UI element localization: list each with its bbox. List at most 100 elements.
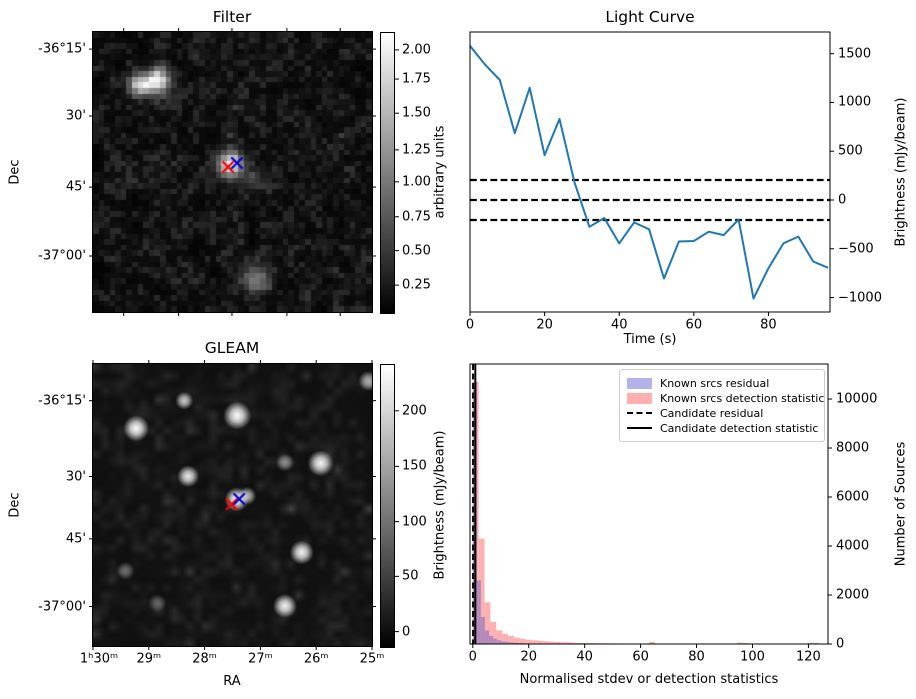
histogram-bar-residual (521, 643, 526, 644)
colorbar-tick-label: 200 (402, 403, 427, 419)
colorbar-tick-label: 0.50 (402, 243, 431, 259)
histogram-bar-residual (517, 643, 522, 644)
histogram-bar-detstat (572, 642, 579, 644)
histogram-ylabel: Number of Sources (893, 441, 909, 567)
histogram-bar-detstat (607, 643, 614, 644)
colorbar-tick-label: 1.75 (402, 71, 431, 87)
histogram-bar-detstat (807, 642, 814, 644)
legend-label: Candidate residual (660, 406, 764, 420)
x-tick-label: 100 (740, 649, 765, 665)
known-detstat-swatch (627, 392, 652, 404)
colorbar-tick-label: 50 (402, 568, 419, 584)
y-tick-label: −500 (838, 241, 874, 257)
histogram-bar-detstat (484, 602, 491, 644)
gleam-ylabel: Dec (7, 492, 23, 518)
y-tick-label: 30' (65, 108, 86, 124)
gleam-colorbar (380, 364, 395, 648)
colorbar-tick-label: 150 (402, 458, 427, 474)
histogram-bar-detstat (549, 641, 556, 644)
y-tick-label: 6000 (836, 489, 870, 505)
legend-label: Candidate detection statistic (660, 421, 819, 435)
filter-title: Filter (212, 8, 252, 26)
histogram-bar-residual (484, 630, 490, 644)
legend-label: Known srcs detection statistic (660, 391, 825, 405)
histogram-bar-detstat (537, 640, 544, 644)
legend-label: Known srcs residual (660, 376, 770, 390)
histogram-bar-detstat (737, 642, 743, 644)
y-tick-label: 1500 (838, 46, 872, 62)
legend-item-known-residual: Known srcs residual (627, 376, 817, 390)
histogram-bar-detstat (596, 643, 603, 644)
gleam-title: GLEAM (204, 339, 260, 357)
y-tick-label: 8000 (836, 440, 870, 456)
histogram-xlabel: Normalised stdev or detection statistics (519, 672, 779, 687)
colorbar-tick-label: 1.25 (402, 142, 431, 158)
histogram-bar-detstat (531, 640, 538, 644)
y-tick-label: -37°00' (38, 599, 86, 615)
y-tick-label: 500 (838, 143, 863, 159)
histogram-bar-detstat (543, 641, 550, 644)
y-tick-label: 2000 (836, 587, 870, 603)
histogram-bar-detstat (472, 381, 479, 644)
y-tick-label: -36°15' (38, 393, 86, 409)
histogram-bar-detstat (508, 635, 514, 644)
histogram-bar-detstat (613, 643, 620, 644)
x-tick-label: 40 (610, 317, 628, 333)
histogram-bar-detstat (578, 642, 585, 644)
y-tick-label: 45' (65, 179, 86, 195)
legend-item-known-detstat: Known srcs detection statistic (627, 391, 824, 405)
light-curve-ylabel: Brightness (mJy/beam) (893, 97, 909, 247)
colorbar-tick-label: 0.75 (402, 209, 431, 225)
x-tick-label: 80 (760, 317, 777, 333)
filter-ylabel: Dec (7, 159, 23, 185)
histogram-bar-detstat (813, 642, 820, 644)
histogram-bar-residual (489, 635, 494, 644)
dashed-line-icon (627, 412, 652, 414)
histogram-bar-detstat (566, 642, 573, 644)
histogram-bar-detstat (502, 633, 509, 644)
x-tick-label: 20 (520, 649, 538, 665)
y-tick-label: -37°00' (38, 248, 86, 264)
histogram-bar-detstat (490, 621, 497, 644)
x-tick-label: 25ᵐ (359, 651, 385, 667)
colorbar-tick-label: 2.00 (402, 42, 431, 58)
histogram-bar-detstat (590, 643, 597, 644)
colorbar-tick-label: 100 (402, 514, 427, 530)
colorbar-tick-label: 1.00 (402, 174, 431, 190)
histogram-bar-detstat (555, 641, 561, 644)
x-tick-label: 60 (632, 649, 649, 665)
gleam-xlabel: RA (223, 674, 241, 689)
y-tick-label: 45' (65, 531, 86, 547)
x-tick-label: 0 (468, 649, 477, 665)
gleam-colorbar-label: Brightness (mJy/beam) (432, 430, 448, 580)
histogram-bar-detstat (478, 538, 485, 644)
histogram-bar-detstat (602, 643, 608, 644)
histogram-bar-residual (472, 381, 477, 644)
histogram-bar-residual (497, 640, 502, 644)
histogram-bar-detstat (560, 642, 567, 644)
x-tick-label: 27ᵐ (248, 651, 273, 667)
y-tick-label: -36°15' (38, 41, 86, 57)
axes-spine (469, 31, 831, 313)
x-tick-label: 40 (576, 649, 593, 665)
histogram-legend: Known srcs residual Known srcs detection… (619, 369, 825, 442)
colorbar-tick-label: 1.50 (402, 105, 431, 121)
histogram-bar-detstat (525, 639, 532, 644)
x-tick-label: 80 (688, 649, 705, 665)
x-tick-label: 20 (536, 317, 553, 333)
histogram-bar-residual (513, 642, 518, 644)
colorbar-tick-label: 0 (402, 624, 411, 640)
histogram-bar-detstat (742, 643, 749, 644)
histogram-bar-detstat (513, 637, 520, 644)
histogram-bar-detstat (649, 641, 655, 644)
light-curve-line (469, 45, 829, 300)
histogram-bar-detstat (519, 638, 526, 644)
x-tick-label: 120 (796, 649, 821, 665)
x-tick-label: 26ᵐ (303, 651, 329, 667)
x-tick-label: 1ʰ30ᵐ (79, 651, 119, 667)
x-tick-label: 0 (465, 317, 475, 333)
y-tick-label: 0 (838, 192, 847, 208)
histogram-bar-residual (501, 641, 506, 644)
histogram-bar-residual (509, 642, 514, 644)
filter-colorbar-label: arbitrary units (432, 125, 448, 219)
